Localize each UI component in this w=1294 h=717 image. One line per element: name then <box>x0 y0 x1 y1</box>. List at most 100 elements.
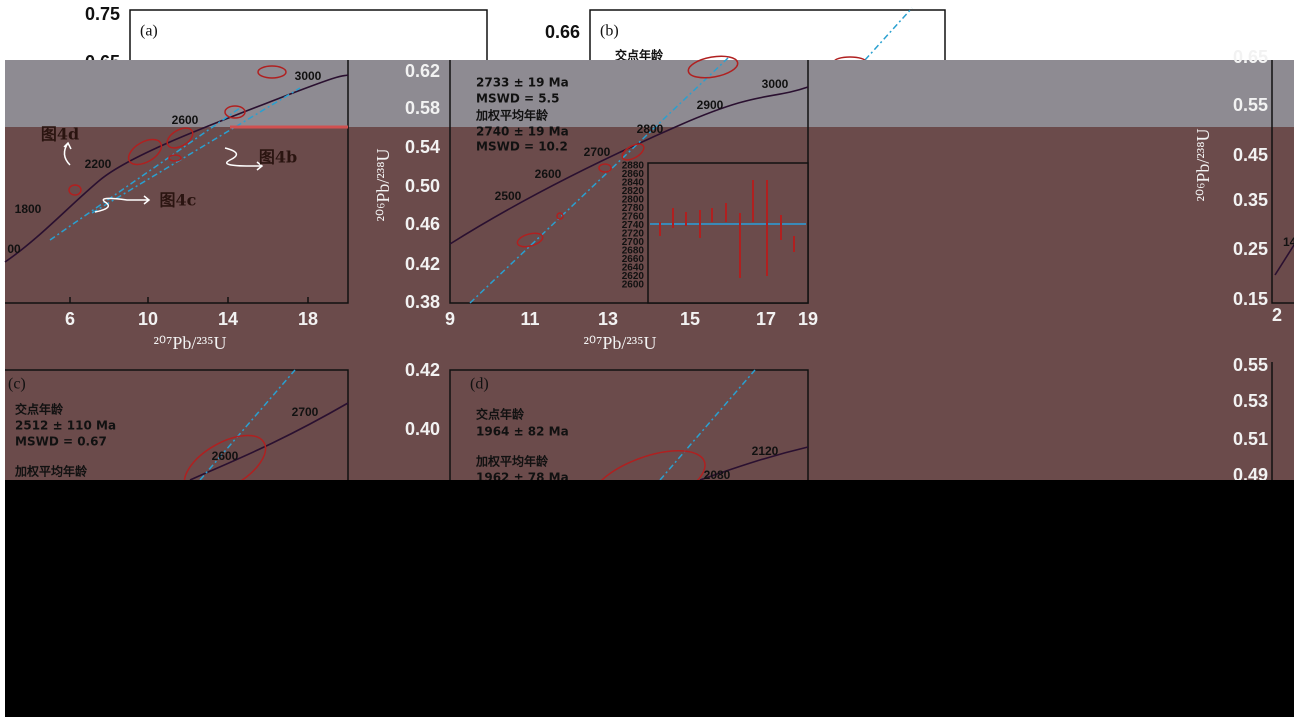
discordia-line <box>49 107 241 241</box>
concordia-ages: 2800 <box>637 122 664 136</box>
x-ticks: 14 <box>218 309 238 329</box>
x-ticks: 9 <box>445 309 455 329</box>
x-ticks: 17 <box>756 309 776 329</box>
top-layer <box>129 7 946 68</box>
concordia-ages: 2080 <box>704 468 731 482</box>
gray-overlay <box>5 60 1294 127</box>
label: (b) <box>600 23 619 40</box>
intercept-age: 2733 ± 19 Ma <box>476 76 569 90</box>
concordia-curve <box>1274 244 1294 276</box>
y-ticks-bottom: 0.49 <box>1233 465 1268 485</box>
inset-y-ticks: 2700 <box>622 237 645 248</box>
intercept-age: 2512 ± 110 Ma <box>15 419 116 433</box>
ellipse <box>168 154 182 162</box>
y-ticks: 0.66 <box>545 22 580 42</box>
panel-b-frame <box>589 9 946 60</box>
arrow <box>94 195 151 213</box>
concordia-curve <box>4 74 349 263</box>
y-ticks-top: 0.65 <box>1233 47 1268 67</box>
inset-y-ticks: 2640 <box>622 263 645 274</box>
ellipse <box>224 105 246 119</box>
ellipse <box>556 212 564 220</box>
y-ticks-top: 0.55 <box>1233 95 1268 115</box>
weighted-age: 2740 ± 19 Ma <box>476 125 569 139</box>
y-ticks-top: 0.25 <box>1233 239 1268 259</box>
inset-frame <box>647 162 809 304</box>
intercept-title: 交点年龄 <box>476 407 525 422</box>
arrow <box>63 141 72 166</box>
intercept-age: 1964 ± 82 Ma <box>476 425 569 439</box>
x-axis-label: ²⁰⁷Pb/²³⁵U <box>584 333 657 353</box>
y-axis-label: ²⁰⁶Pb/²³⁸U <box>1193 129 1213 202</box>
weighted-title: 加权平均年龄 <box>475 108 549 123</box>
label: (c) <box>8 376 26 393</box>
y-ticks-bottom: 0.55 <box>1233 355 1268 375</box>
concordia-ages: 00 <box>7 242 21 256</box>
ellipse <box>598 163 612 173</box>
black-overlay <box>5 480 1294 717</box>
x-ticks: 18 <box>298 309 318 329</box>
inset-y-ticks: 2860 <box>622 169 645 180</box>
label: (d) <box>470 376 489 393</box>
y-ticks: 0.46 <box>405 214 440 234</box>
inset-y-ticks: 2740 <box>622 220 645 231</box>
callouts: 图4d <box>41 125 79 144</box>
overlay-text: 3000 2600 2200 1800 00 图4d 图4b 图4c 6 10 14 18 ²⁰⁷Pb/… <box>7 47 1294 485</box>
concordia-curve <box>699 446 809 481</box>
x-ticks: 11 <box>520 309 539 329</box>
overlay-graphics <box>4 55 1294 514</box>
discordia-line <box>469 57 729 304</box>
x-ticks: 13 <box>598 309 618 329</box>
y-axis-label: ²⁰⁶Pb/²³⁸U <box>373 149 393 222</box>
concordia-ages: 1800 <box>15 202 42 216</box>
weighted-title: 加权平均年龄 <box>14 464 88 479</box>
discordia-line <box>659 369 756 481</box>
concordia-curve <box>449 86 809 245</box>
inset-y-ticks: 2840 <box>622 178 645 189</box>
ellipse <box>68 184 82 196</box>
concordia-ages: 2700 <box>584 145 611 159</box>
panel-a-axes <box>5 60 349 304</box>
ellipse <box>516 232 544 248</box>
y-ticks-top: 0.35 <box>1233 190 1268 210</box>
concordia-ages: 2600 <box>172 113 199 127</box>
y-ticks-bottom: 0.51 <box>1233 429 1268 449</box>
y-ticks-top: 0.45 <box>1233 145 1268 165</box>
panel-c-frame <box>5 369 349 480</box>
ellipse <box>166 127 194 149</box>
concordia-ages: 2600 <box>212 449 239 463</box>
y-ticks: 0.38 <box>405 292 440 312</box>
y-ticks: 0.42 <box>405 254 440 274</box>
y-ticks: 0.58 <box>405 98 440 118</box>
x-ticks: 10 <box>138 309 158 329</box>
discordia-line <box>864 7 913 61</box>
y-ticks: 0.54 <box>405 137 440 157</box>
intercept-mswd: MSWD = 5.5 <box>476 92 559 106</box>
ellipse <box>127 138 163 166</box>
discordia-line <box>199 369 296 481</box>
label: (a) <box>140 23 158 40</box>
concordia-ages: 2200 <box>85 157 112 171</box>
concordia-ages: 3000 <box>295 69 322 83</box>
panel-e-axes <box>1271 60 1294 304</box>
x-ticks: 19 <box>798 309 818 329</box>
x-axis-label: ²⁰⁷Pb/²³⁵U <box>154 333 227 353</box>
y-ticks: 0.42 <box>405 360 440 380</box>
ellipse <box>257 65 287 79</box>
discordia-line <box>91 87 301 214</box>
inset-y-ticks: 2620 <box>622 271 645 282</box>
inset-y-ticks: 2820 <box>622 186 645 197</box>
panel-d-frame <box>449 369 809 480</box>
concordia-ages: 2700 <box>292 405 319 419</box>
inset-y-ticks: 2760 <box>622 212 645 223</box>
ellipse <box>621 143 645 161</box>
x-ticks: 15 <box>680 309 700 329</box>
callouts: 图4c <box>160 191 197 210</box>
y-ticks: 0.50 <box>405 176 440 196</box>
x-ticks: 6 <box>65 309 75 329</box>
inset-y-ticks: 2800 <box>622 195 645 206</box>
inset-y-ticks: 2720 <box>622 229 645 240</box>
concordia-curve <box>189 402 349 481</box>
